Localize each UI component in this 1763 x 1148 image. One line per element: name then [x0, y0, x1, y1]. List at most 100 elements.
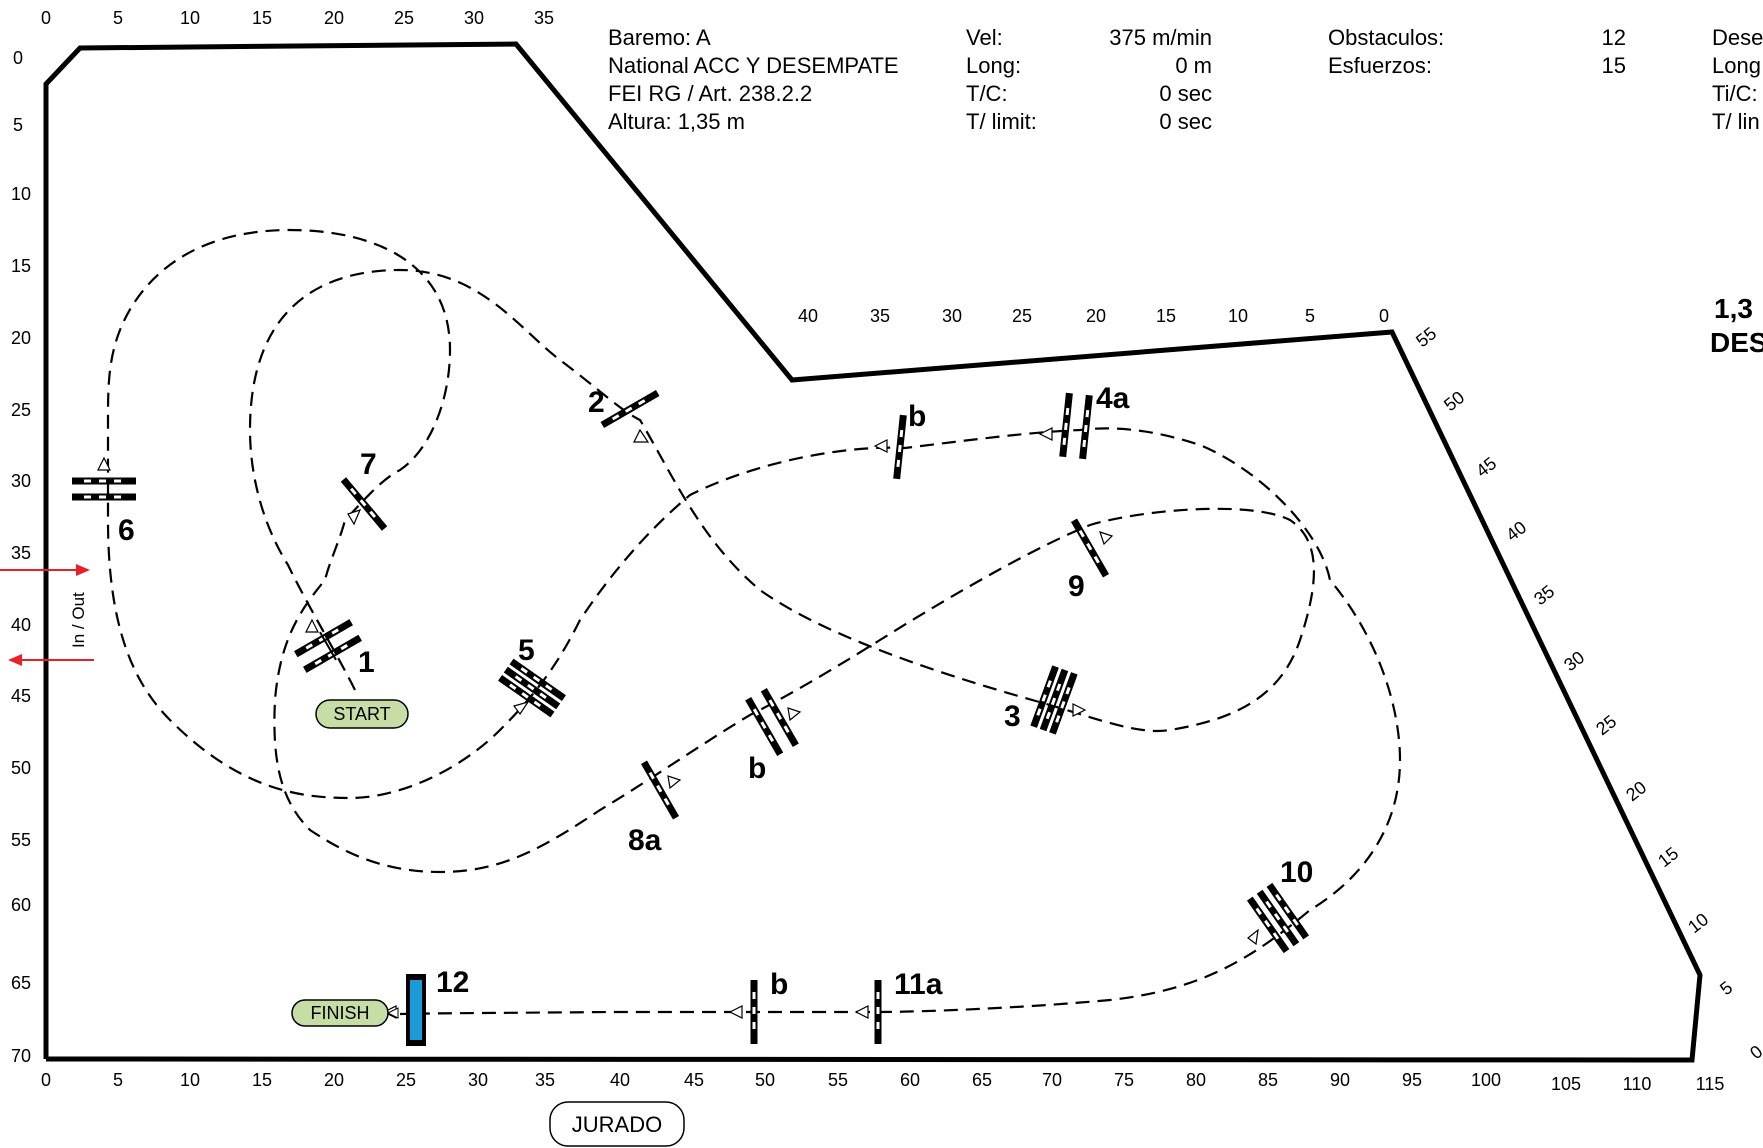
svg-text:85: 85 — [1258, 1070, 1278, 1090]
obstacle-number: 5 — [518, 634, 535, 667]
obstacle-1 — [294, 619, 362, 673]
obstacle-9 — [1070, 518, 1110, 578]
obstacle-11b — [750, 980, 758, 1044]
count-value: 15 — [1601, 53, 1626, 78]
svg-text:35: 35 — [11, 543, 31, 563]
stat-value: 0 sec — [1159, 109, 1212, 134]
svg-text:5: 5 — [113, 8, 123, 28]
count-label: Esfuerzos: — [1328, 53, 1432, 78]
svg-text:25: 25 — [396, 1070, 416, 1090]
svg-text:0: 0 — [1379, 306, 1389, 326]
top-axis: 0 5 10 15 20 25 30 35 — [41, 8, 554, 28]
diagonal-axis: 55 50 45 40 35 30 25 20 15 10 5 0 — [1412, 323, 1763, 1063]
svg-text:0: 0 — [41, 8, 51, 28]
jumpoff-label: Ti/C: — [1712, 81, 1758, 106]
svg-text:15: 15 — [11, 256, 31, 276]
count-values: 12 15 — [1560, 24, 1626, 80]
svg-text:60: 60 — [900, 1070, 920, 1090]
obstacle-number: 11a — [894, 968, 943, 1001]
svg-text:45: 45 — [11, 686, 31, 706]
obstacle-11a — [874, 980, 882, 1044]
svg-text:0: 0 — [1746, 1041, 1763, 1063]
svg-text:10: 10 — [180, 8, 200, 28]
svg-text:5: 5 — [1716, 977, 1736, 999]
course-info-line: FEI RG / Art. 238.2.2 — [608, 81, 813, 106]
svg-text:15: 15 — [252, 1070, 272, 1090]
svg-text:25: 25 — [1592, 711, 1620, 739]
stat-value: 0 m — [1175, 53, 1212, 78]
svg-text:35: 35 — [1530, 581, 1558, 609]
svg-text:50: 50 — [755, 1070, 775, 1090]
stats-labels: Vel: Long: T/C: T/ limit: — [966, 24, 1037, 136]
svg-text:55: 55 — [828, 1070, 848, 1090]
count-labels: Obstaculos: Esfuerzos: — [1328, 24, 1444, 80]
svg-text:80: 80 — [1186, 1070, 1206, 1090]
svg-text:60: 60 — [11, 895, 31, 915]
obstacle-number: 4a — [1096, 382, 1130, 415]
svg-text:35: 35 — [534, 8, 554, 28]
obstacle-2 — [600, 389, 660, 429]
obstacle-6 — [72, 477, 136, 501]
obstacle-numbers: 1 2 3 4a b 5 6 7 8a b 9 10 11a b 12 — [118, 382, 1313, 1001]
svg-text:START: START — [333, 704, 390, 724]
obstacle-number: 1 — [358, 646, 375, 679]
obstacle-7 — [340, 477, 388, 531]
svg-text:115: 115 — [1696, 1074, 1725, 1094]
jumpoff-labels: Dese Long Ti/C: T/ lin — [1712, 24, 1763, 136]
obstacle-number: 6 — [118, 514, 135, 547]
svg-text:40: 40 — [798, 306, 818, 326]
svg-text:45: 45 — [684, 1070, 704, 1090]
svg-text:40: 40 — [610, 1070, 630, 1090]
svg-text:15: 15 — [252, 8, 272, 28]
jury-box: JURADO — [549, 1101, 685, 1147]
svg-text:90: 90 — [1330, 1070, 1350, 1090]
stat-label: Long: — [966, 53, 1022, 78]
svg-text:65: 65 — [11, 973, 31, 993]
svg-text:20: 20 — [324, 8, 344, 28]
svg-text:20: 20 — [324, 1070, 344, 1090]
inner-axis: 40 35 30 25 20 15 10 5 0 — [798, 306, 1389, 326]
svg-text:105: 105 — [1551, 1074, 1581, 1094]
side-title-line: 1,3 — [1714, 293, 1753, 324]
obstacle-number: b — [908, 400, 926, 433]
svg-text:15: 15 — [1654, 843, 1682, 871]
svg-text:5: 5 — [113, 1070, 123, 1090]
svg-text:95: 95 — [1402, 1070, 1422, 1090]
svg-text:5: 5 — [1305, 306, 1315, 326]
obstacle-12 — [406, 974, 426, 1046]
side-title-line: DES — [1710, 327, 1763, 358]
obstacle-4a — [1059, 392, 1093, 460]
obstacles — [72, 389, 1310, 1046]
svg-text:20: 20 — [1086, 306, 1106, 326]
svg-text:20: 20 — [1622, 777, 1650, 805]
stat-label: T/ limit: — [966, 109, 1037, 134]
count-value: 12 — [1601, 25, 1626, 50]
obstacle-number: 7 — [360, 448, 377, 481]
course-track — [106, 228, 1402, 1016]
svg-text:15: 15 — [1156, 306, 1176, 326]
svg-text:10: 10 — [11, 184, 31, 204]
svg-text:30: 30 — [942, 306, 962, 326]
obstacle-number: b — [748, 752, 766, 785]
svg-text:110: 110 — [1623, 1074, 1652, 1094]
jumpoff-label: T/ lin — [1712, 109, 1760, 134]
svg-text:35: 35 — [870, 306, 890, 326]
bottom-axis: 0 5 10 15 20 25 30 35 40 45 50 55 60 65 … — [41, 1070, 1724, 1094]
in-out-marker: In / Out — [0, 564, 94, 666]
svg-text:45: 45 — [1472, 453, 1500, 481]
svg-text:10: 10 — [180, 1070, 200, 1090]
start-label: START — [315, 699, 409, 729]
obstacle-number: 9 — [1068, 570, 1085, 603]
svg-text:30: 30 — [464, 8, 484, 28]
svg-text:0: 0 — [13, 48, 23, 68]
left-axis: 0 5 10 15 20 25 30 35 40 45 50 55 60 65 … — [11, 48, 31, 1066]
course-info: Baremo: A National ACC Y DESEMPATE FEI R… — [608, 24, 899, 136]
svg-text:40: 40 — [1502, 517, 1530, 545]
stat-value: 0 sec — [1159, 81, 1212, 106]
stats-values: 375 m/min 0 m 0 sec 0 sec — [1060, 24, 1212, 136]
svg-text:55: 55 — [1412, 323, 1440, 351]
jumpoff-label: Dese — [1712, 25, 1763, 50]
course-info-line: Baremo: A — [608, 25, 711, 50]
svg-text:In / Out: In / Out — [69, 592, 88, 648]
